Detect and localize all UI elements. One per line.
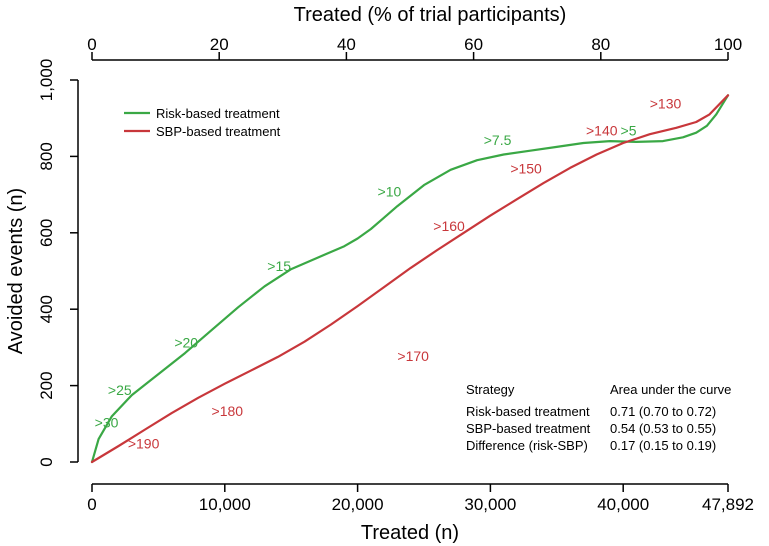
threshold-label: >25 [108, 382, 132, 398]
y-tick-label: 0 [37, 457, 56, 466]
axes: 0 10,000 20,000 30,000 40,000 47,892 Treated (… [5, 4, 754, 544]
auc-header-strategy: Strategy [466, 382, 515, 397]
auc-table: Strategy Area under the curve Risk-based t… [466, 382, 731, 453]
x-tick-label: 40,000 [597, 495, 649, 514]
threshold-label: >30 [95, 415, 119, 431]
x-axis-title: Treated (n) [361, 522, 459, 544]
legend: Risk-based treatment SBP-based treatment [124, 106, 281, 139]
threshold-label: >160 [433, 218, 465, 234]
x-tick-label: 30,000 [464, 495, 516, 514]
threshold-label: >10 [378, 184, 402, 200]
top-tick-label: 100 [714, 35, 742, 54]
y-tick-label: 600 [37, 219, 56, 247]
auc-row-value: 0.54 (0.53 to 0.55) [610, 421, 716, 436]
series-lines [90, 94, 730, 464]
threshold-label: >7.5 [484, 132, 512, 148]
y-tick-label: 800 [37, 142, 56, 170]
y-tick-label: 400 [37, 295, 56, 323]
auc-header-area: Area under the curve [610, 382, 731, 397]
x-tick-label: 10,000 [199, 495, 251, 514]
threshold-label: >140 [586, 122, 618, 138]
auc-row-value: 0.71 (0.70 to 0.72) [610, 404, 716, 419]
legend-label: Risk-based treatment [156, 106, 280, 121]
top-axis-title: Treated (% of trial participants) [294, 4, 567, 26]
top-tick-label: 80 [591, 35, 610, 54]
top-tick-label: 0 [87, 35, 96, 54]
threshold-label: >190 [128, 436, 160, 452]
sbp-based-curve [90, 94, 730, 464]
threshold-label: >5 [621, 122, 637, 138]
threshold-label: >15 [267, 258, 291, 274]
auc-row-strategy: Difference (risk-SBP) [466, 438, 588, 453]
auc-row-strategy: SBP-based treatment [466, 421, 591, 436]
legend-label: SBP-based treatment [156, 124, 281, 139]
x-tick-label: 47,892 [702, 495, 754, 514]
y-axis-title: Avoided events (n) [5, 188, 27, 354]
auc-row-value: 0.17 (0.15 to 0.19) [610, 438, 716, 453]
curve-annotations: >30 >25 >20 >15 >10 >7.5 >5 >190 >180 >170 >160 >15… [95, 96, 682, 452]
threshold-label: >170 [397, 348, 429, 364]
auc-row-strategy: Risk-based treatment [466, 404, 590, 419]
risk-based-curve [90, 94, 730, 464]
y-tick-label: 1,000 [37, 59, 56, 102]
x-tick-label: 20,000 [332, 495, 384, 514]
y-tick-label: 200 [37, 371, 56, 399]
threshold-label: >20 [174, 334, 198, 350]
threshold-label: >150 [510, 161, 542, 177]
top-tick-label: 40 [337, 35, 356, 54]
x-tick-label: 0 [87, 495, 96, 514]
threshold-label: >130 [650, 96, 682, 112]
top-tick-label: 60 [464, 35, 483, 54]
top-tick-label: 20 [210, 35, 229, 54]
threshold-label: >180 [212, 403, 244, 419]
